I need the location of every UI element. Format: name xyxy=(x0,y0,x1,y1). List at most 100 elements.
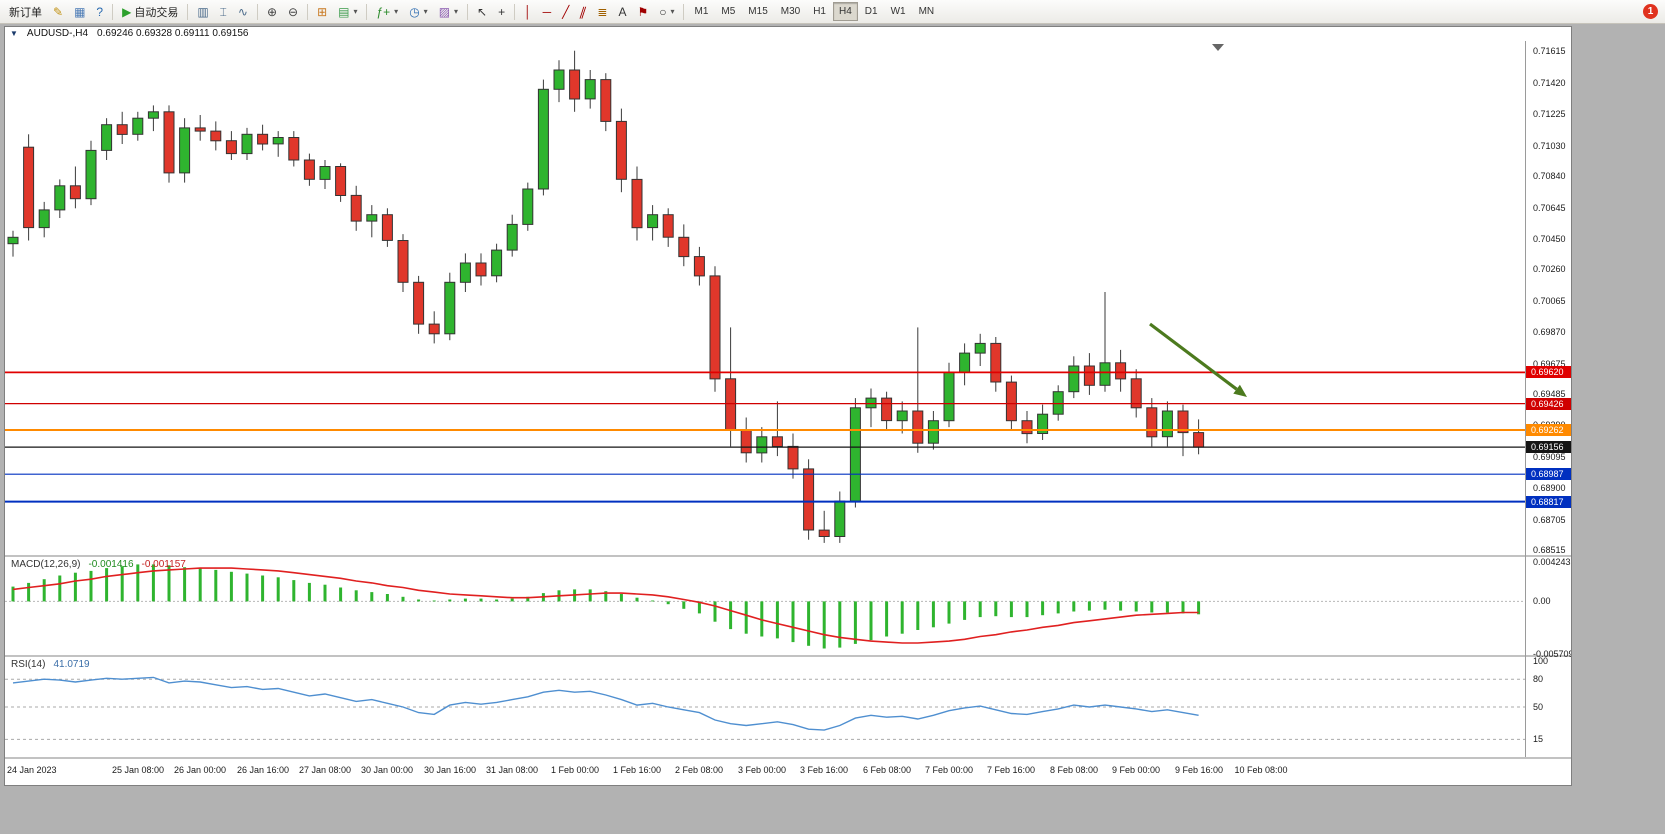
text-icon: A xyxy=(618,4,627,19)
candle-bullish xyxy=(506,223,518,251)
timeframe-h1-button[interactable]: H1 xyxy=(807,2,832,21)
zoom-in-icon: ⊕ xyxy=(266,4,277,19)
candlestick-chart-button[interactable]: ⌶ xyxy=(215,2,232,21)
price-tag-0.69620: 0.69620 xyxy=(1526,366,1571,378)
fibonacci-button[interactable]: ≣ xyxy=(592,2,612,21)
candle-bullish xyxy=(1161,410,1173,438)
horizontal-line-button[interactable]: ─ xyxy=(538,2,557,21)
text-button[interactable]: A xyxy=(613,2,631,21)
timeframe-m5-button-label: M5 xyxy=(721,6,736,17)
toolbar-separator xyxy=(366,3,368,20)
new-order-button[interactable]: 新订单 xyxy=(4,2,47,21)
templates-button[interactable]: ▨ ▾ xyxy=(434,2,463,21)
candle-bullish xyxy=(241,133,253,155)
candle-bearish xyxy=(725,378,737,431)
templates-icon: ▨ xyxy=(438,4,451,19)
clock-icon: ◷ xyxy=(409,4,420,19)
candle-bearish xyxy=(1146,407,1158,438)
shapes-button[interactable]: ○ ▾ xyxy=(654,2,679,21)
zoom-out-button[interactable]: ⊖ xyxy=(283,2,303,21)
auto-trading-button[interactable]: ▶ 自动交易 xyxy=(117,2,183,21)
panel-splitter[interactable] xyxy=(5,655,1571,657)
trendline-button[interactable]: ╱ xyxy=(557,2,574,21)
timeframe-m1-button[interactable]: M1 xyxy=(688,2,714,21)
help-button[interactable]: ? xyxy=(91,2,108,21)
candle-bullish xyxy=(38,209,50,229)
toolbar-separator xyxy=(683,3,685,20)
candle-bearish xyxy=(678,236,690,258)
profiles-button[interactable]: ▤ ▾ xyxy=(333,2,362,21)
rsi-panel[interactable] xyxy=(5,657,1525,757)
metaeditor-button[interactable]: ✎ xyxy=(48,2,68,21)
candle-bullish xyxy=(865,397,877,409)
rsi-tick-label: 80 xyxy=(1533,674,1544,684)
cursor-button[interactable]: ↖ xyxy=(472,2,492,21)
candle-bearish xyxy=(1021,420,1033,435)
price-tick-label: 0.70450 xyxy=(1533,234,1566,244)
timeframe-m30-button[interactable]: M30 xyxy=(775,2,806,21)
candle-bullish xyxy=(1052,391,1064,415)
bar-chart-button[interactable]: ▥ xyxy=(192,2,213,21)
candle-bullish xyxy=(85,149,97,200)
candle-bearish xyxy=(740,429,752,454)
price-tick-label: 0.70260 xyxy=(1533,264,1566,274)
panel-splitter[interactable] xyxy=(5,555,1571,557)
zoom-in-button[interactable]: ⊕ xyxy=(262,2,282,21)
candle-bearish xyxy=(569,69,581,100)
timeframe-m5-button[interactable]: M5 xyxy=(715,2,741,21)
time-axis-label: 9 Feb 16:00 xyxy=(1174,765,1224,775)
timeframe-m15-button[interactable]: M15 xyxy=(742,2,773,21)
candle-bullish xyxy=(101,124,113,151)
time-axis[interactable]: 24 Jan 2023 25 Jan 08:00 26 Jan 00:00 26 Ja… xyxy=(5,757,1525,785)
macd-value-main: -0.001416 xyxy=(88,559,134,570)
rsi-label: RSI(14) 41.0719 xyxy=(11,659,90,670)
candle-bullish xyxy=(927,420,939,444)
auto-trading-button-label: 自动交易 xyxy=(134,6,179,19)
dropdown-arrow-icon: ▾ xyxy=(394,7,399,16)
price-tick-label: 0.70840 xyxy=(1533,171,1566,181)
market-watch-button[interactable]: ▦ xyxy=(69,2,90,21)
time-axis-label: 2 Feb 08:00 xyxy=(674,765,724,775)
candle-bearish xyxy=(881,397,893,422)
price-tick-label: 0.71030 xyxy=(1533,141,1566,151)
price-chart-panel[interactable] xyxy=(5,41,1525,555)
candle-bearish xyxy=(1193,432,1205,448)
notification-badge[interactable]: 1 xyxy=(1643,4,1658,19)
price-axis[interactable]: 0.71615 0.71420 0.71225 0.71030 0.70840 0.706… xyxy=(1526,41,1571,757)
trendline-icon: ╱ xyxy=(562,4,570,19)
crosshair-button[interactable]: + xyxy=(493,2,510,21)
candle-bearish xyxy=(413,281,425,325)
line-chart-button[interactable]: ∿ xyxy=(233,2,253,21)
channel-button[interactable]: ∥ xyxy=(575,2,591,21)
dropdown-arrow-icon: ▾ xyxy=(423,7,428,16)
indicators-button[interactable]: ƒ+ ▾ xyxy=(371,2,403,21)
timeframe-mn-button[interactable]: MN xyxy=(913,2,941,21)
chart-shift-marker-icon[interactable] xyxy=(1212,44,1224,51)
timeframe-d1-button[interactable]: D1 xyxy=(859,2,884,21)
macd-panel[interactable] xyxy=(5,557,1525,655)
crosshair-icon: + xyxy=(498,4,506,19)
candle-bearish xyxy=(803,468,815,531)
price-axis-separator xyxy=(1525,41,1526,757)
rsi-name: RSI(14) xyxy=(11,659,46,670)
timeframe-h4-button-label: H4 xyxy=(839,6,852,17)
candle-bearish xyxy=(787,445,799,470)
collapse-chart-icon[interactable]: ▼ xyxy=(10,29,18,38)
new-order-button-label: 新订单 xyxy=(9,6,42,19)
trend-arrow-annotation[interactable] xyxy=(1149,322,1238,391)
candle-bearish xyxy=(771,436,783,447)
periods-button[interactable]: ◷ ▾ xyxy=(404,2,433,21)
time-axis-label: 1 Feb 16:00 xyxy=(612,765,662,775)
timeframe-w1-button[interactable]: W1 xyxy=(885,2,912,21)
bar-chart-icon: ▥ xyxy=(197,4,209,19)
arrows-button[interactable]: ⚑ xyxy=(632,2,653,21)
vertical-line-button[interactable]: │ xyxy=(519,2,537,21)
candle-bearish xyxy=(225,140,237,155)
new-chart-icon: ⊞ xyxy=(317,4,328,19)
timeframe-h4-button[interactable]: H4 xyxy=(833,2,858,21)
candle-bullish xyxy=(459,262,471,283)
new-chart-button[interactable]: ⊞ xyxy=(312,2,332,21)
candle-bearish xyxy=(1005,381,1017,422)
candle-bullish xyxy=(132,117,144,135)
candle-bearish xyxy=(615,120,627,180)
